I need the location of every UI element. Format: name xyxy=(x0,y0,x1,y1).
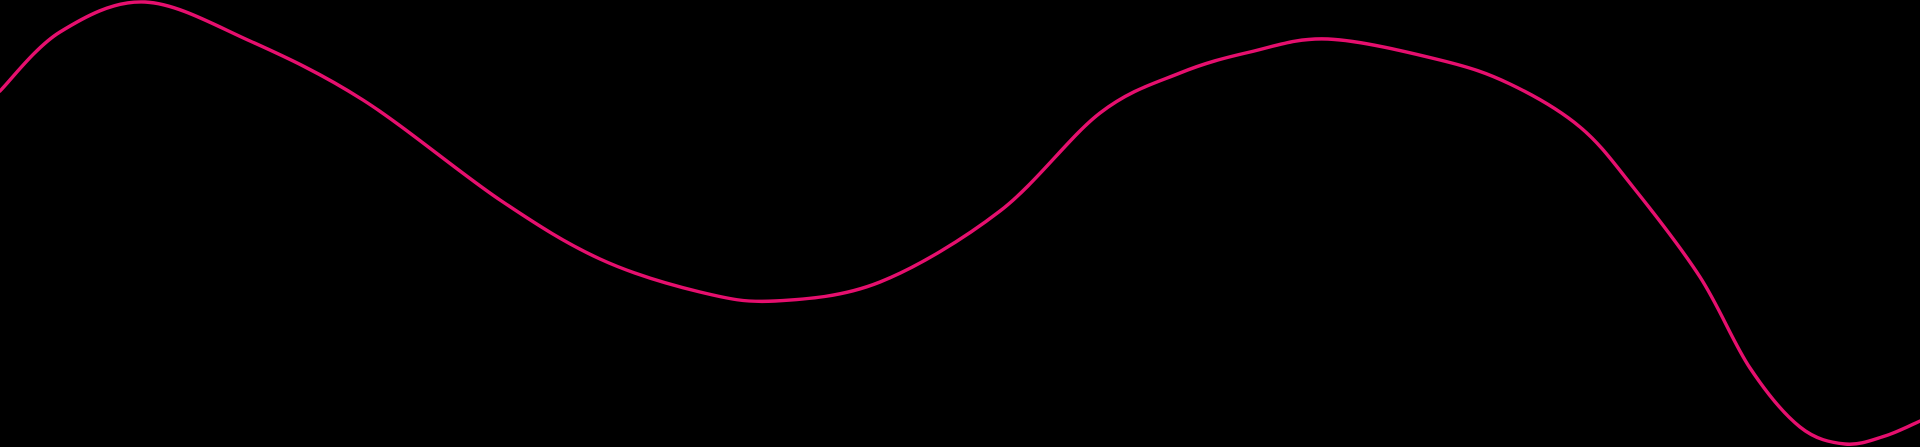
wave-canvas xyxy=(0,0,1920,446)
page-background xyxy=(0,0,1920,447)
wave-curve-line xyxy=(0,0,1920,446)
